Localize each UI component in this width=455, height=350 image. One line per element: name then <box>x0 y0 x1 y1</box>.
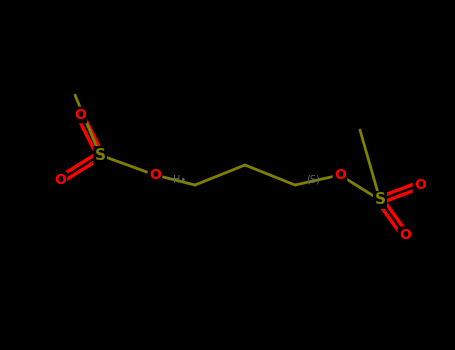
Text: O: O <box>74 108 86 122</box>
Text: O: O <box>54 173 66 187</box>
Text: O: O <box>399 228 411 242</box>
Text: S: S <box>374 193 385 208</box>
Text: O: O <box>334 168 346 182</box>
Text: H•: H• <box>173 175 186 185</box>
Text: S: S <box>95 147 106 162</box>
Text: (S): (S) <box>306 175 320 185</box>
Text: O: O <box>414 178 426 192</box>
Text: O: O <box>149 168 161 182</box>
